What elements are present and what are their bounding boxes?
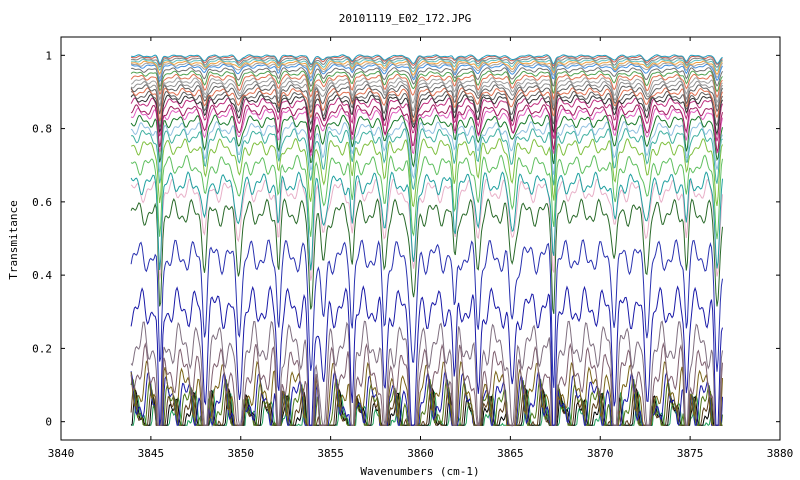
- y-tick-label: 0.8: [32, 123, 52, 136]
- series-line: [130, 127, 723, 191]
- y-tick-label: 1: [45, 49, 52, 62]
- series-line: [130, 370, 723, 427]
- series-line: [130, 70, 723, 95]
- series-line: [130, 84, 723, 119]
- axis-ticks: 3840 3845 3850 3855 3860 3865 3870 3875 3880 0 0.2…: [32, 37, 793, 460]
- series-line: [130, 87, 723, 124]
- series-line: [130, 62, 723, 80]
- x-axis-label: Wavenumbers (cm-1): [360, 465, 479, 478]
- series-line: [131, 58, 723, 73]
- series-line: [130, 178, 723, 281]
- series-line: [130, 107, 723, 158]
- series-line: [130, 120, 723, 180]
- series-line: [130, 77, 723, 105]
- x-tick-label: 3845: [138, 447, 165, 460]
- series-group: [130, 54, 723, 428]
- x-tick-label: 3875: [677, 447, 704, 460]
- x-tick-label: 3870: [587, 447, 614, 460]
- series-line: [130, 171, 723, 271]
- x-tick-label: 3865: [497, 447, 524, 460]
- series-line: [130, 97, 723, 142]
- x-tick-label: 3850: [228, 447, 255, 460]
- x-tick-label: 3840: [48, 447, 75, 460]
- y-tick-label: 0.2: [32, 342, 52, 355]
- x-tick-label: 3855: [317, 447, 344, 460]
- y-tick-label: 0.6: [32, 196, 52, 209]
- series-line: [131, 90, 723, 129]
- series-line: [130, 239, 723, 388]
- x-tick-label: 3880: [767, 447, 794, 460]
- y-tick-label: 0: [45, 416, 52, 429]
- series-line: [130, 80, 723, 112]
- series-line: [130, 114, 723, 168]
- series-line: [130, 198, 723, 315]
- chart-title: 20101119_E02_172.JPG: [339, 12, 471, 25]
- series-line: [131, 56, 723, 70]
- series-line: [131, 67, 723, 88]
- series-line: [130, 104, 723, 154]
- series-line: [130, 154, 723, 240]
- series-line: [131, 54, 723, 65]
- series-line: [130, 376, 723, 426]
- series-line: [130, 342, 723, 426]
- y-axis-label: Transmitance: [7, 200, 20, 279]
- series-line: [130, 73, 723, 101]
- series-line: [130, 138, 723, 208]
- y-tick-label: 0.4: [32, 269, 52, 282]
- series-line: [130, 285, 723, 426]
- series-line: [130, 60, 723, 76]
- x-tick-label: 3860: [407, 447, 434, 460]
- series-line: [130, 63, 723, 83]
- series-line: [130, 93, 723, 136]
- series-line: [130, 320, 723, 428]
